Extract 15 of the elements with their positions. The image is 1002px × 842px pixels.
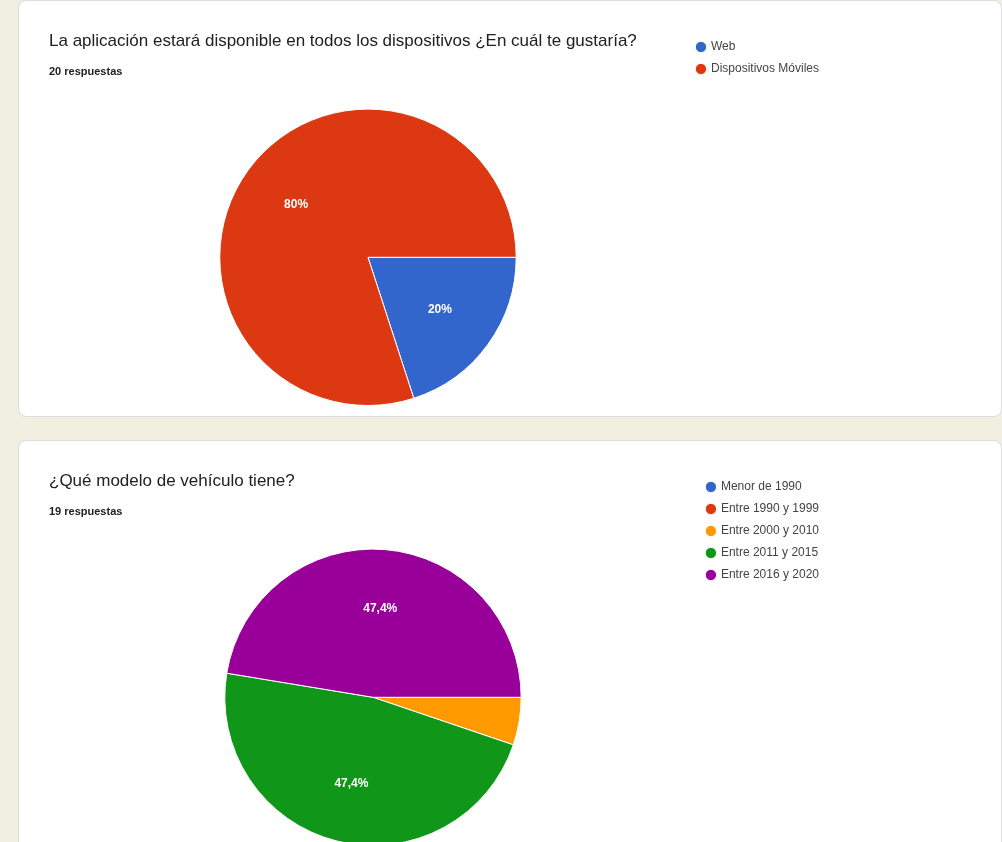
legend-label: Entre 2016 y 2020 xyxy=(720,567,820,582)
chart-title: ¿Qué modelo de vehículo tiene? xyxy=(49,470,295,490)
legend-label: Entre 2000 y 2010 xyxy=(720,523,820,538)
text: 20 respuestas xyxy=(49,65,123,78)
data-label: 47,4% xyxy=(363,600,398,615)
legend-label: Dispositivos Móviles xyxy=(710,61,819,76)
legend-label: Entre 1990 y 1999 xyxy=(720,501,820,516)
legend-label: Entre 2011 y 2015 xyxy=(720,545,819,560)
chart-title: La aplicación estará disponible en todos los dispositivos ¿En cuál te gustaría? xyxy=(49,30,637,50)
data-label: 20% xyxy=(427,301,453,316)
legend-label: Web xyxy=(710,39,736,54)
data-label: 47,4% xyxy=(334,775,369,790)
legend-label: Menor de 1990 xyxy=(720,479,802,494)
text: 19 respuestas xyxy=(49,505,123,518)
data-label: 80% xyxy=(284,197,309,212)
